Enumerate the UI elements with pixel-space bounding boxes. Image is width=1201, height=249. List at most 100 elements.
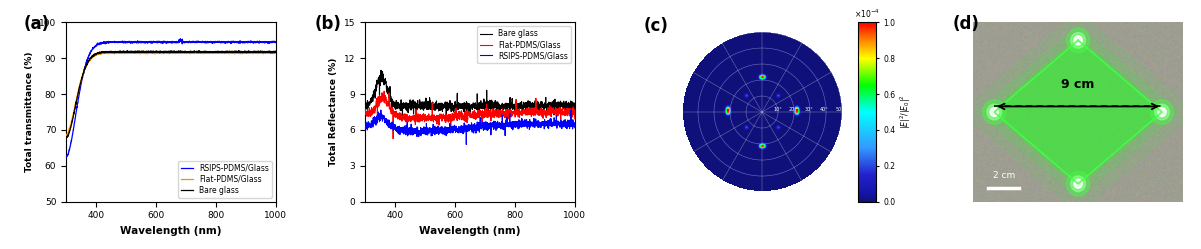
Legend: Bare glass, Flat-PDMS/Glass, RSIPS-PDMS/Glass: Bare glass, Flat-PDMS/Glass, RSIPS-PDMS/… bbox=[477, 26, 570, 63]
Circle shape bbox=[1071, 176, 1086, 192]
Bare glass bbox=[358, 103, 372, 106]
RSIPS-PDMS/Glass bbox=[59, 155, 73, 158]
Bare glass bbox=[131, 50, 145, 53]
Circle shape bbox=[987, 104, 1002, 120]
RSIPS-PDMS/Glass bbox=[430, 128, 444, 131]
Text: 10°: 10° bbox=[773, 107, 782, 112]
Text: (c): (c) bbox=[644, 17, 669, 35]
Bare glass bbox=[455, 104, 470, 107]
X-axis label: Wavelength (nm): Wavelength (nm) bbox=[419, 226, 520, 236]
Flat-PDMS/Glass bbox=[468, 118, 483, 121]
Circle shape bbox=[1066, 171, 1089, 196]
Bare glass bbox=[156, 50, 171, 53]
Bare glass bbox=[265, 51, 280, 54]
RSIPS-PDMS/Glass bbox=[131, 41, 145, 44]
RSIPS-PDMS/Glass bbox=[564, 122, 579, 125]
Polygon shape bbox=[961, 12, 1195, 212]
Bare glass bbox=[192, 49, 207, 52]
Flat-PDMS/Glass bbox=[358, 112, 372, 115]
Circle shape bbox=[990, 108, 998, 117]
Polygon shape bbox=[990, 37, 1166, 187]
Flat-PDMS/Glass bbox=[408, 119, 423, 122]
Text: 30°: 30° bbox=[805, 107, 813, 112]
Bare glass bbox=[564, 106, 579, 109]
RSIPS-PDMS/Glass bbox=[358, 126, 372, 129]
Y-axis label: Total transmittance (%): Total transmittance (%) bbox=[24, 52, 34, 172]
Polygon shape bbox=[994, 40, 1163, 184]
Title: $\times10^{-4}$: $\times10^{-4}$ bbox=[854, 8, 879, 20]
RSIPS-PDMS/Glass bbox=[468, 127, 483, 130]
Flat-PDMS/Glass bbox=[109, 51, 124, 54]
RSIPS-PDMS/Glass bbox=[173, 37, 187, 40]
Flat-PDMS/Glass bbox=[138, 50, 153, 53]
Bare glass bbox=[468, 101, 483, 104]
Circle shape bbox=[1066, 28, 1089, 53]
RSIPS-PDMS/Glass bbox=[568, 126, 582, 129]
Text: 50°: 50° bbox=[835, 107, 844, 112]
Flat-PDMS/Glass bbox=[564, 111, 579, 114]
Line: RSIPS-PDMS/Glass: RSIPS-PDMS/Glass bbox=[365, 110, 575, 144]
Flat-PDMS/Glass bbox=[169, 52, 184, 55]
Flat-PDMS/Glass bbox=[269, 52, 283, 55]
RSIPS-PDMS/Glass bbox=[156, 41, 171, 44]
Text: 9 cm: 9 cm bbox=[1062, 78, 1095, 91]
Circle shape bbox=[1074, 179, 1082, 188]
Text: (d): (d) bbox=[952, 15, 979, 33]
Bare glass bbox=[169, 50, 184, 53]
RSIPS-PDMS/Glass bbox=[459, 143, 473, 146]
Bare glass bbox=[59, 137, 73, 140]
Line: Bare glass: Bare glass bbox=[365, 70, 575, 118]
RSIPS-PDMS/Glass bbox=[528, 122, 543, 124]
Flat-PDMS/Glass bbox=[59, 134, 73, 137]
RSIPS-PDMS/Glass bbox=[59, 155, 73, 158]
Text: 2 cm: 2 cm bbox=[992, 171, 1015, 180]
Flat-PDMS/Glass bbox=[455, 113, 470, 116]
Bare glass bbox=[229, 50, 244, 53]
Bare glass bbox=[395, 117, 410, 120]
Polygon shape bbox=[978, 26, 1179, 198]
Line: Flat-PDMS/Glass: Flat-PDMS/Glass bbox=[365, 91, 575, 139]
RSIPS-PDMS/Glass bbox=[269, 41, 283, 44]
Line: RSIPS-PDMS/Glass: RSIPS-PDMS/Glass bbox=[66, 39, 276, 157]
Text: 20°: 20° bbox=[789, 107, 797, 112]
Text: (a): (a) bbox=[24, 15, 50, 33]
RSIPS-PDMS/Glass bbox=[265, 40, 280, 43]
RSIPS-PDMS/Glass bbox=[408, 131, 423, 134]
Line: Bare glass: Bare glass bbox=[66, 51, 276, 138]
Bare glass bbox=[269, 50, 283, 53]
Y-axis label: Total Reflectance (%): Total Reflectance (%) bbox=[329, 58, 339, 166]
Line: Flat-PDMS/Glass: Flat-PDMS/Glass bbox=[66, 52, 276, 135]
Flat-PDMS/Glass bbox=[430, 115, 444, 118]
Flat-PDMS/Glass bbox=[377, 90, 392, 93]
Bare glass bbox=[408, 111, 423, 114]
Bare glass bbox=[568, 105, 582, 108]
Text: (b): (b) bbox=[315, 15, 341, 33]
RSIPS-PDMS/Glass bbox=[229, 41, 244, 44]
Y-axis label: $|E|^2/|E_0|^2$: $|E|^2/|E_0|^2$ bbox=[898, 95, 913, 129]
Flat-PDMS/Glass bbox=[131, 51, 145, 54]
Circle shape bbox=[1154, 104, 1170, 120]
Bare glass bbox=[528, 104, 543, 107]
Flat-PDMS/Glass bbox=[156, 52, 171, 55]
Legend: RSIPS-PDMS/Glass, Flat-PDMS/Glass, Bare glass: RSIPS-PDMS/Glass, Flat-PDMS/Glass, Bare … bbox=[179, 161, 271, 198]
Flat-PDMS/Glass bbox=[386, 137, 400, 140]
X-axis label: Wavelength (nm): Wavelength (nm) bbox=[120, 226, 222, 236]
Circle shape bbox=[1074, 36, 1082, 45]
Flat-PDMS/Glass bbox=[568, 117, 582, 120]
Circle shape bbox=[982, 100, 1005, 124]
RSIPS-PDMS/Glass bbox=[109, 41, 124, 44]
Bare glass bbox=[374, 69, 388, 72]
Flat-PDMS/Glass bbox=[229, 51, 244, 54]
RSIPS-PDMS/Glass bbox=[455, 127, 470, 130]
Circle shape bbox=[1151, 100, 1173, 124]
Bare glass bbox=[109, 51, 124, 54]
RSIPS-PDMS/Glass bbox=[563, 108, 578, 111]
RSIPS-PDMS/Glass bbox=[169, 40, 184, 43]
Flat-PDMS/Glass bbox=[265, 52, 280, 55]
Circle shape bbox=[1071, 32, 1086, 48]
Flat-PDMS/Glass bbox=[528, 108, 543, 111]
Flat-PDMS/Glass bbox=[59, 134, 73, 137]
Bare glass bbox=[430, 104, 444, 107]
Text: 40°: 40° bbox=[820, 107, 829, 112]
Circle shape bbox=[1158, 108, 1166, 117]
